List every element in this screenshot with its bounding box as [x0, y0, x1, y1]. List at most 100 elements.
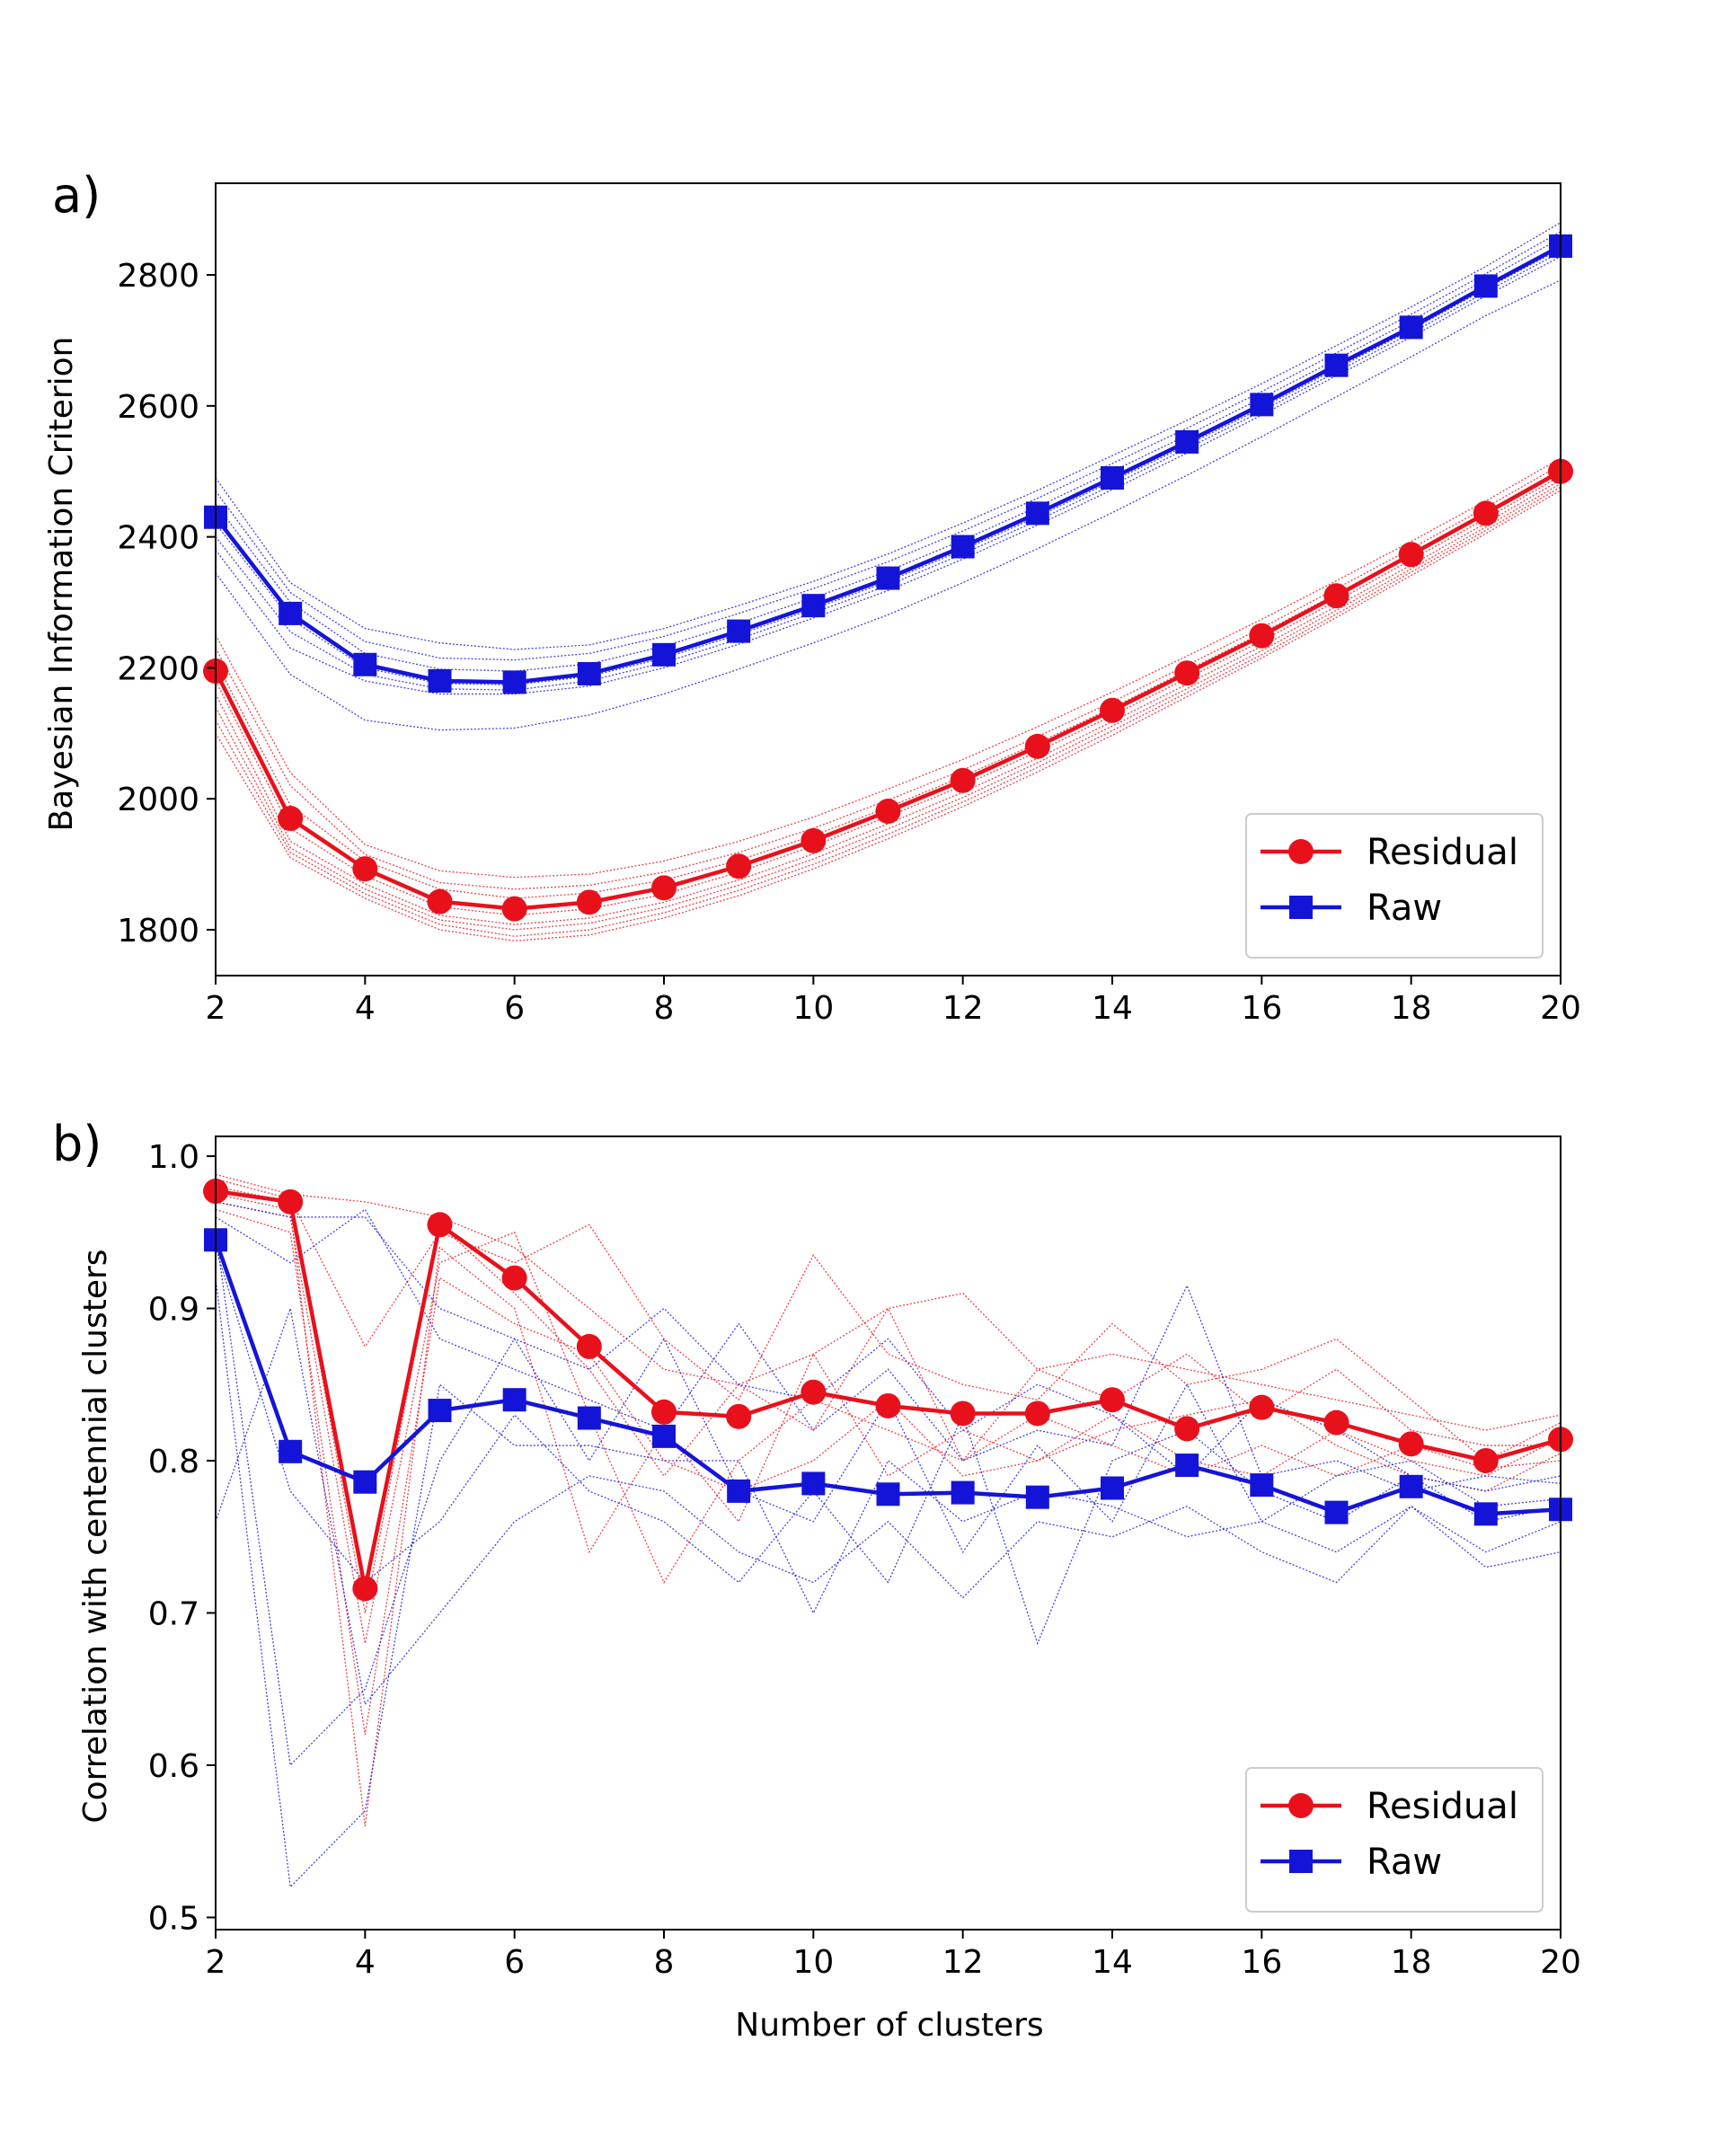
panel-a-label: a) — [52, 167, 101, 224]
panel-a-xtick-label: 2 — [206, 990, 226, 1027]
panel-b-xtick-label: 12 — [942, 1944, 984, 1981]
panel-b-series-residual-point — [1398, 1431, 1424, 1457]
panel-a-series-residual-point — [801, 827, 827, 853]
panel-b-ensemble-line — [215, 1201, 1561, 1644]
panel-b-series-raw-point — [801, 1471, 826, 1496]
panel-a-ensemble-line — [215, 248, 1561, 686]
panel-b-xtick-label: 14 — [1092, 1944, 1133, 1981]
panel-b-series-residual-point — [1024, 1401, 1050, 1427]
panel-a-series-residual-point — [1100, 697, 1125, 723]
panel-a-xtick-label: 14 — [1092, 990, 1133, 1027]
panel-b-ytick-label: 1.0 — [148, 1139, 199, 1176]
panel-a-legend-raw-label: Raw — [1367, 888, 1442, 929]
panel-b-series-residual-point — [1473, 1447, 1499, 1473]
panel-a-series-residual-point — [1323, 583, 1349, 609]
panel-b-series-raw-point — [1175, 1454, 1199, 1478]
panel-a-ensemble-line — [215, 279, 1561, 731]
panel-b-series-raw-point — [502, 1388, 526, 1412]
panel-a-series-raw-point — [1175, 429, 1199, 454]
panel-b-ensemble-line — [215, 1208, 1561, 1736]
panel-b-legend-residual-label: Residual — [1367, 1786, 1518, 1827]
panel-a-ylabel: Bayesian Information Criterion — [43, 337, 80, 832]
panel-a-legend-residual-marker — [1288, 839, 1314, 864]
panel-a-ensemble-line — [215, 231, 1561, 661]
panel-a-series-raw-point — [951, 535, 975, 559]
panel-a-series-raw-point — [1399, 315, 1423, 340]
panel-a-bic-chart: a) Bayesian Information Criterion 2 4 6 8 10… — [43, 167, 1581, 1027]
panel-a-series-residual-point — [352, 856, 378, 882]
panel-b-ensemble-line — [215, 1173, 1561, 1431]
panel-a-series-raw-point — [279, 601, 303, 625]
panel-a-ytick-label: 2600 — [117, 389, 199, 426]
panel-b-ytick-label: 0.7 — [148, 1595, 199, 1632]
panel-a-xtick-label: 4 — [355, 990, 376, 1027]
panel-b-xtick-label: 18 — [1391, 1944, 1432, 1981]
panel-a-series-raw-point — [876, 566, 900, 590]
panel-b-ytick-label: 0.6 — [148, 1748, 199, 1785]
panel-a-series-residual-point — [576, 889, 602, 915]
panel-a-ensemble-line — [215, 490, 1561, 942]
panel-b-series-raw-point — [1025, 1485, 1049, 1509]
panel-b-series-residual-point — [501, 1265, 527, 1291]
panel-b-xtick-label: 10 — [792, 1944, 834, 1981]
panel-b-legend-raw-marker — [1289, 1850, 1313, 1873]
panel-a-series-raw-point — [353, 652, 377, 676]
panel-a-legend: Residual Raw — [1245, 813, 1544, 959]
panel-a-series-raw-point — [1101, 466, 1124, 490]
panel-b-xtick-label: 20 — [1540, 1944, 1581, 1981]
panel-b-series-raw-point — [1399, 1474, 1423, 1498]
panel-a-ensemble-line — [215, 222, 1561, 650]
panel-b-series-raw-point — [1101, 1476, 1124, 1500]
panel-a-series-residual-point — [1473, 500, 1499, 526]
panel-b-legend: Residual Raw — [1245, 1767, 1544, 1913]
panel-a-series-raw-point — [1250, 393, 1274, 417]
panel-a-series-residual-point — [1249, 623, 1275, 649]
panel-a-series-raw-point — [577, 661, 601, 685]
panel-b-series-raw-point — [1473, 1502, 1498, 1526]
panel-a-ensemble-line — [215, 256, 1561, 695]
panel-b-ensemble-line — [215, 1201, 1561, 1492]
panel-b-legend-raw-label: Raw — [1367, 1842, 1442, 1883]
panel-b-xtick-label: 4 — [355, 1944, 376, 1981]
panel-b-series-residual-point — [875, 1392, 901, 1418]
panel-a-series-raw-point — [652, 642, 676, 667]
panel-a-series-raw-point — [1324, 353, 1349, 377]
panel-b-series-residual-point — [1174, 1416, 1200, 1442]
panel-b-ytick-label: 0.5 — [148, 1900, 199, 1937]
panel-b-series-residual-point — [576, 1333, 602, 1359]
panel-b-ylabel: Correlation with centennial clusters — [77, 1249, 114, 1823]
panel-b-ensemble-line — [215, 1208, 1561, 1492]
panel-b-series-raw-point — [279, 1439, 303, 1463]
panel-a-series-residual-point — [1398, 542, 1424, 568]
panel-a-series-raw-point — [428, 668, 452, 693]
panel-b-xtick-label: 6 — [504, 1944, 525, 1981]
panel-a-ytick-label: 2000 — [117, 782, 199, 818]
panel-b-ytick-label: 0.8 — [148, 1444, 199, 1480]
panel-a-ytick-label: 1800 — [117, 913, 199, 950]
panel-b-xtick-label: 8 — [654, 1944, 675, 1981]
panel-a-series-residual-point — [1024, 733, 1050, 759]
panel-a-legend-residual-label: Residual — [1367, 832, 1518, 873]
panel-b-series-residual-point — [427, 1212, 453, 1238]
panel-a-xtick-label: 12 — [942, 990, 984, 1027]
panel-b-series-residual-point — [1323, 1409, 1349, 1436]
panel-b-series-raw-point — [1250, 1473, 1274, 1498]
panel-b-ensemble-line — [215, 1193, 1561, 1826]
panel-a-series-raw-point — [1473, 274, 1498, 298]
panel-b-ensemble-line — [215, 1306, 1561, 1706]
panel-b-ensemble-line — [215, 1247, 1561, 1646]
panel-b-label: b) — [52, 1116, 102, 1172]
panel-a-series-residual-point — [651, 875, 677, 901]
panel-b-series-residual-point — [651, 1399, 677, 1425]
panel-a-series-raw-line — [214, 243, 1562, 685]
panel-a-ytick-label: 2400 — [117, 520, 199, 557]
panel-b-series-raw-point — [876, 1482, 900, 1507]
panel-b-series-residual-point — [726, 1403, 752, 1429]
panel-a-series-residual-point — [726, 853, 752, 879]
panel-b-series-raw-point — [353, 1470, 377, 1494]
panel-b-series-residual-point — [801, 1379, 827, 1405]
panel-a-series-residual-point — [1174, 660, 1200, 686]
panel-b-series-raw-point — [1324, 1500, 1349, 1524]
panel-a-xtick-label: 16 — [1241, 990, 1282, 1027]
panel-b-series-residual-point — [950, 1401, 976, 1427]
